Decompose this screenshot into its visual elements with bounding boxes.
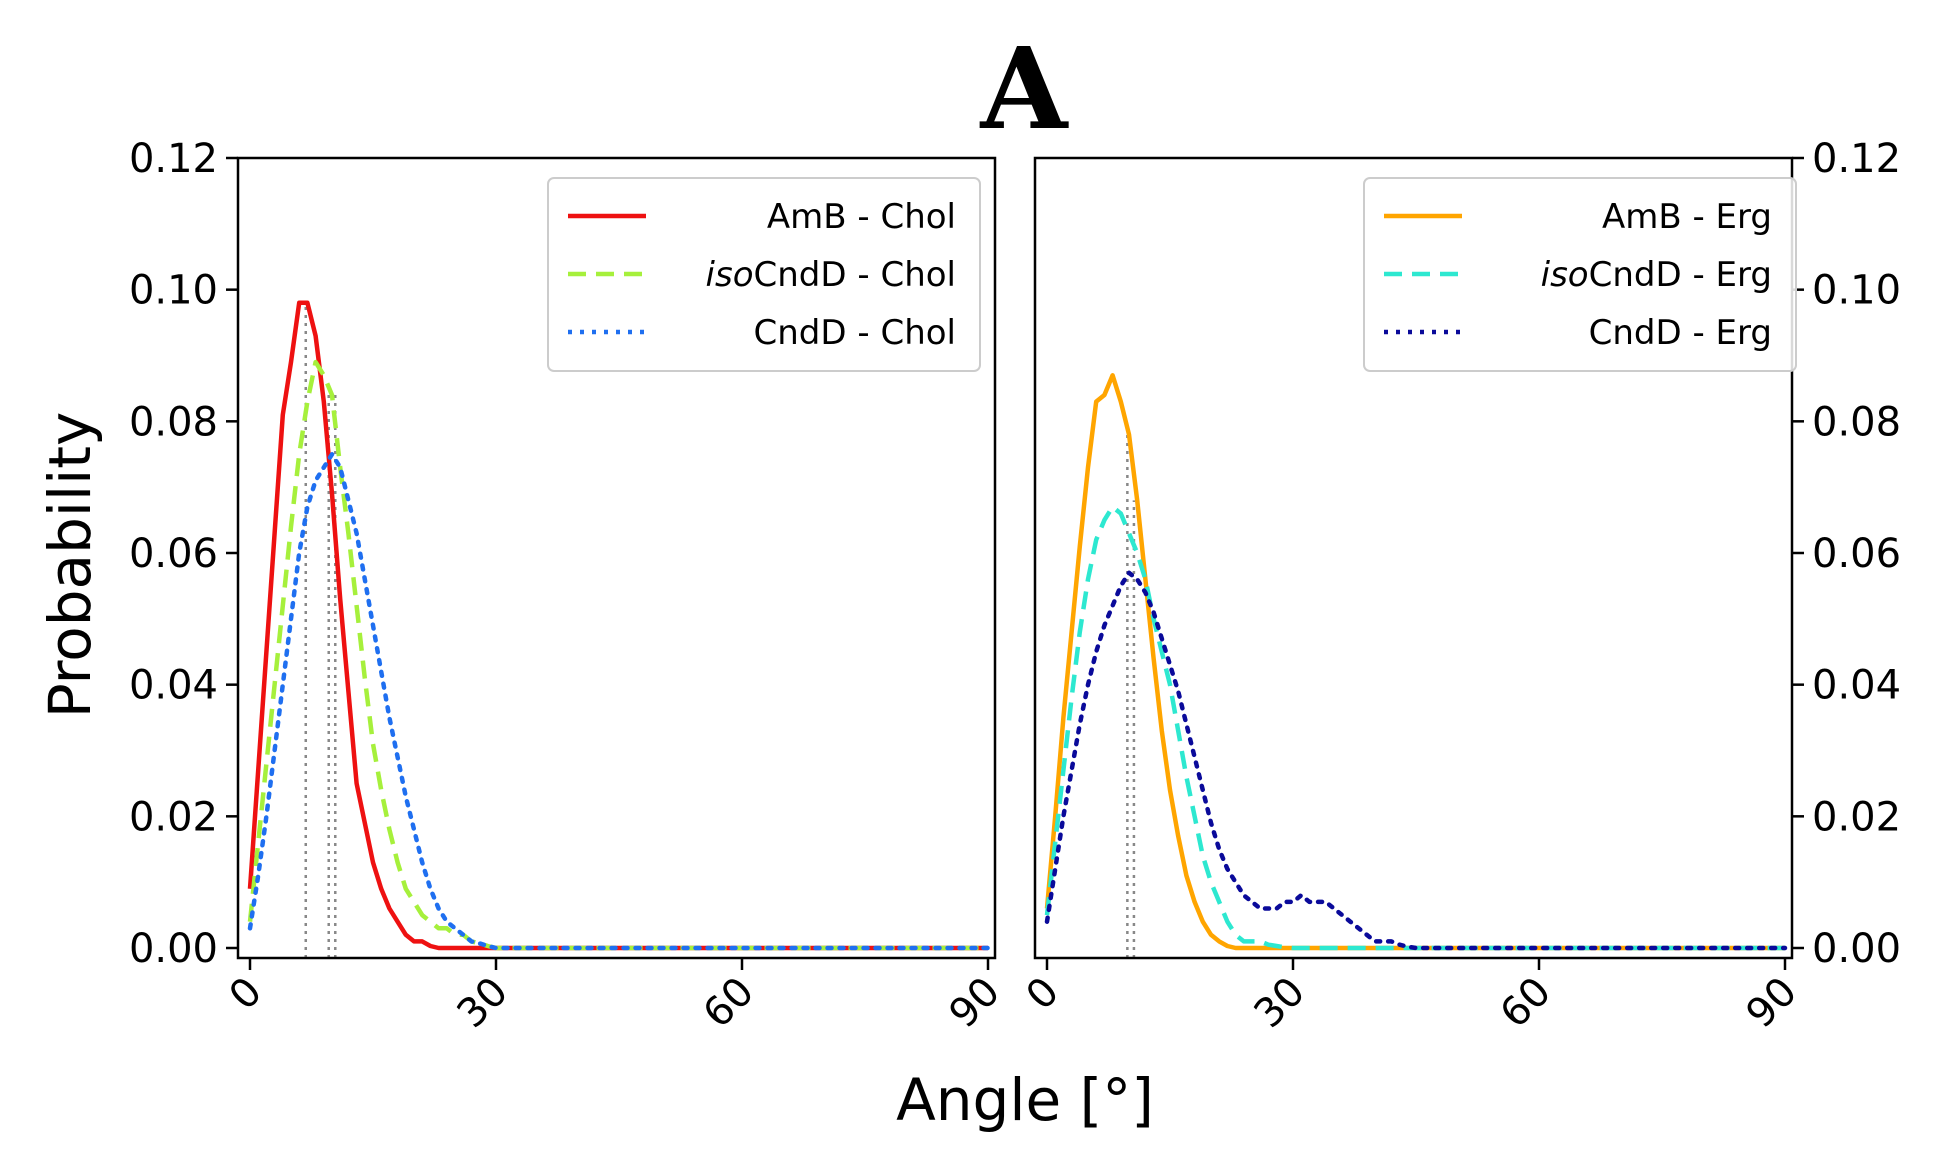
legend: AmB - Erg isoCndD - Erg CndD - Erg <box>1363 177 1797 372</box>
y-tick-label: 0.12 <box>129 136 218 182</box>
y-tick-label: 0.04 <box>129 663 218 709</box>
y-tick-label: 0.08 <box>129 399 218 445</box>
series-line-cndd-chol <box>247 452 991 951</box>
legend-box <box>547 177 981 372</box>
panel-label: A <box>980 24 1070 155</box>
legend-label: AmB - Erg <box>1602 197 1772 237</box>
y-tick-label: 0.10 <box>129 268 218 314</box>
series-line-amb-erg <box>1044 373 1785 951</box>
series-line-isocndd-erg <box>1044 504 1785 951</box>
legend: AmB - Chol isoCndD - Chol CndD - Chol <box>547 177 981 372</box>
axes-frame <box>236 156 997 960</box>
y-tick-label: 0.02 <box>1812 794 1901 840</box>
x-axis-label: Angle [°] <box>896 1066 1154 1134</box>
legend-label: AmB - Chol <box>767 197 956 237</box>
y-tick-label: 0.10 <box>1812 268 1901 314</box>
y-tick-label: 0.12 <box>1812 136 1901 182</box>
y-tick-label: 0.04 <box>1812 663 1901 709</box>
series-line-cndd-erg <box>1044 570 1788 951</box>
legend-box <box>1363 177 1797 372</box>
y-tick-label: 0.08 <box>1812 399 1901 445</box>
y-axis-label: Probability <box>36 412 104 719</box>
y-tick-label: 0.06 <box>129 531 218 577</box>
y-tick-label: 0.02 <box>129 794 218 840</box>
legend-label: isoCndD - Chol <box>706 255 956 295</box>
y-tick-label: 0.06 <box>1812 531 1901 577</box>
y-tick-label: 0.00 <box>129 926 218 972</box>
legend-label: isoCndD - Erg <box>1541 255 1772 295</box>
series-line-amb-chol <box>247 300 988 951</box>
axes-frame <box>1033 156 1794 960</box>
series-line-isocndd-chol <box>247 359 988 951</box>
legend-label: CndD - Erg <box>1589 313 1772 353</box>
y-tick-label: 0.00 <box>1812 926 1901 972</box>
legend-label: CndD - Chol <box>754 313 956 353</box>
